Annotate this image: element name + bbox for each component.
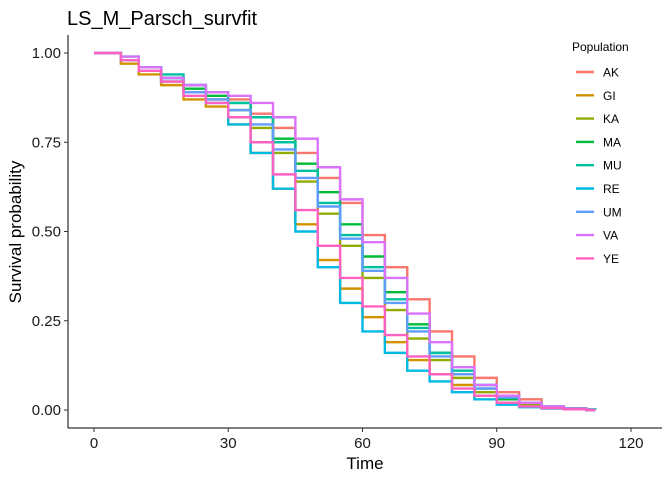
x-axis-ticks: 0 30 60 90 120 — [90, 428, 644, 452]
y-axis-ticks: 0.00 0.25 0.50 0.75 1.00 — [32, 45, 68, 419]
series-line-ye — [94, 51, 596, 412]
legend-label-ak: AK — [603, 66, 619, 80]
series-line-va — [94, 51, 596, 412]
series-line-ka — [94, 51, 596, 412]
legend-label-gi: GI — [603, 89, 616, 103]
y-tick-label: 0.50 — [32, 224, 61, 241]
y-tick-label: 0.75 — [32, 134, 61, 151]
plot-area — [94, 51, 597, 412]
legend: Population AK GI KA MA MU RE UM VA YE — [572, 40, 629, 266]
series-line-ak — [94, 51, 596, 412]
series-line-ma — [94, 51, 596, 412]
legend-label-ye: YE — [603, 252, 619, 266]
series-line-mu — [94, 51, 597, 411]
chart-title: LS_M_Parsch_survfit — [67, 8, 258, 30]
series-line-gi — [94, 51, 596, 412]
series-line-um — [94, 51, 596, 412]
x-tick-label: 30 — [220, 435, 237, 452]
legend-label-ma: MA — [603, 135, 621, 149]
x-axis-title: Time — [346, 454, 383, 473]
legend-label-um: UM — [603, 205, 622, 219]
legend-label-mu: MU — [603, 159, 622, 173]
y-axis-title: Survival probability — [6, 160, 25, 303]
x-tick-label: 60 — [354, 435, 371, 452]
legend-title: Population — [572, 40, 629, 54]
y-tick-label: 1.00 — [32, 45, 61, 62]
y-tick-label: 0.25 — [32, 313, 61, 330]
legend-label-ka: KA — [603, 112, 619, 126]
legend-label-re: RE — [603, 182, 620, 196]
x-tick-label: 90 — [488, 435, 505, 452]
x-tick-label: 0 — [90, 435, 98, 452]
series-line-re — [94, 51, 596, 412]
legend-label-va: VA — [603, 229, 618, 243]
y-tick-label: 0.00 — [32, 402, 61, 419]
x-tick-label: 120 — [618, 435, 643, 452]
